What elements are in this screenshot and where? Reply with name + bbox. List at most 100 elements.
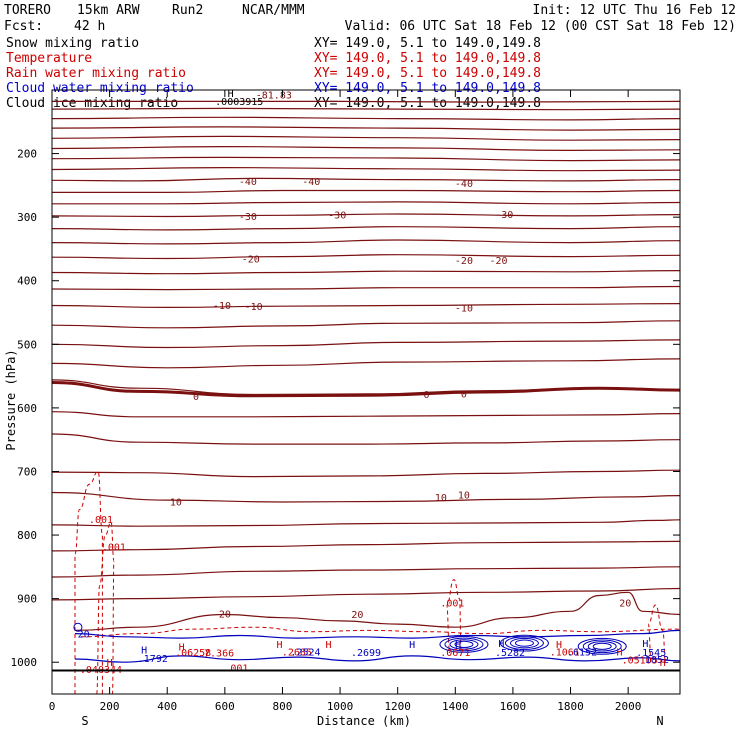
cloud-water-contour <box>509 637 539 649</box>
rain-contour-label: .05105 <box>622 656 658 667</box>
isotherm-line <box>52 587 680 601</box>
isotherm-line <box>52 285 680 291</box>
temperature-contour-label: 0 <box>461 389 467 400</box>
isotherm-line <box>52 303 680 309</box>
high-marker: H <box>326 640 332 651</box>
isotherm-line <box>52 226 680 231</box>
isotherm-line <box>52 358 680 369</box>
temperature-contour-label: -30 <box>239 212 257 223</box>
temperature-contour-label: -40 <box>239 177 257 188</box>
grid-label: 15km ARW <box>77 3 140 18</box>
y-tick-label: 600 <box>17 402 37 415</box>
forecast-label: Fcst: <box>4 19 43 34</box>
high-marker: H <box>277 640 283 651</box>
temperature-contour-label: 20 <box>619 598 631 609</box>
cloud-water-contour-label: .2699 <box>351 648 381 659</box>
temperature-contour-label: 20 <box>351 610 363 621</box>
x-tick-label: 600 <box>215 700 235 713</box>
y-tick-label: 500 <box>17 338 37 351</box>
cloud-water-contour <box>73 622 83 632</box>
temperature-contour-label: -10 <box>245 302 263 313</box>
y-tick-label: 800 <box>17 529 37 542</box>
field-xy: XY= 149.0, 5.1 to 149.0,149.8 <box>314 66 541 81</box>
rain-contour-label: .06258 <box>175 648 211 659</box>
rain-contour-label: .2685 <box>282 647 312 658</box>
high-marker: H <box>455 640 461 651</box>
isotherm-line <box>52 433 680 445</box>
isotherm-line <box>52 254 680 260</box>
y-tick-label: 200 <box>17 148 37 161</box>
precipitation-contours <box>73 470 680 694</box>
x-axis-title: Distance (km) <box>317 714 411 728</box>
x-tick-label: 1000 <box>327 700 354 713</box>
rain-contour <box>647 604 667 663</box>
cloud-water-contour <box>592 642 612 650</box>
cloud-water-contour <box>439 636 489 653</box>
cloud-water-contour-label: .1792 <box>138 654 168 665</box>
isotherm-line <box>52 177 680 182</box>
cloud-water-contour-label: .2524 <box>290 647 320 658</box>
cloud-water-contour-label: 1052 <box>645 655 669 666</box>
cloud-water-contour <box>514 639 534 647</box>
rain-contour <box>80 626 680 638</box>
x-tick-label: 1600 <box>500 700 527 713</box>
field-xy: XY= 149.0, 5.1 to 149.0,149.8 <box>314 81 541 96</box>
temperature-contour-label: 10 <box>170 497 182 508</box>
run-label: Run2 <box>172 3 203 18</box>
temperature-isotherms <box>52 100 680 601</box>
y-tick-label: 400 <box>17 275 37 288</box>
field-name: Rain water mixing ratio <box>6 66 186 81</box>
cloud-water-contour <box>74 655 680 663</box>
freezing-level-line <box>52 381 680 398</box>
isotherm-line <box>52 126 680 131</box>
y-tick-label: 900 <box>17 593 37 606</box>
x-tick-label: 1800 <box>557 700 584 713</box>
contour-labels: -81.83 -40 -40 -40 -30 -30 -30 -20 -20 -20 -10 -10 -… <box>78 89 669 676</box>
rain-contour-label: .001 <box>440 598 464 609</box>
temperature-contour-label: -20 <box>242 254 260 265</box>
x-tick-label: 2000 <box>615 700 642 713</box>
cloud-water-contour-label: 20 <box>78 630 90 641</box>
isotherm-line <box>52 107 680 111</box>
cloud-water-contour <box>454 640 474 649</box>
temperature-contour-label: -10 <box>455 303 473 314</box>
isotherm-line <box>52 156 680 162</box>
field-name: Cloud ice mixing ratio <box>6 96 178 111</box>
x-axis-right-end: N <box>656 714 663 728</box>
cloud-water-contour-label: .5282 <box>495 648 525 659</box>
high-marker: H <box>616 647 622 658</box>
temperature-contour-label: 0 <box>193 392 199 403</box>
high-marker: H <box>141 645 147 656</box>
snow-contour-label: .0003915 <box>215 97 263 108</box>
high-marker: H <box>642 639 648 650</box>
isotherm-line <box>52 320 680 329</box>
rain-contour-label: .001 <box>224 663 248 674</box>
field-name: Temperature <box>6 51 92 66</box>
x-tick-label: 200 <box>100 700 120 713</box>
isotherm-line <box>52 100 680 103</box>
isotherm-line <box>52 411 680 418</box>
high-marker: H <box>498 639 504 650</box>
temperature-contour-label: -81.83 <box>256 90 292 101</box>
rain-contour <box>74 470 103 694</box>
rain-contour-label: .001 <box>102 542 126 553</box>
isotherm-line <box>52 166 680 172</box>
plot-frame <box>51 89 681 695</box>
x-tick-label: 400 <box>157 700 177 713</box>
temperature-contour-label: 10 <box>435 493 447 504</box>
isotherm-line <box>52 339 680 349</box>
x-tick-label: 0 <box>49 700 56 713</box>
cloud-water-contour-label: .6152 <box>567 647 597 658</box>
cloud-water-contour <box>449 639 479 650</box>
temperature-contour-label: -30 <box>328 211 346 222</box>
temperature-contour-label: 20 <box>219 609 231 620</box>
isotherm-line <box>52 213 680 218</box>
high-marker: H <box>660 658 666 669</box>
isotherm-line <box>52 135 680 141</box>
org-label: NCAR/MMM <box>242 3 305 18</box>
figure-header: TORERO 15km ARW Run2 NCAR/MMM Init: 12 U… <box>4 3 736 34</box>
rain-contour-label: .001 <box>89 515 113 526</box>
isotherm-line <box>52 270 680 275</box>
